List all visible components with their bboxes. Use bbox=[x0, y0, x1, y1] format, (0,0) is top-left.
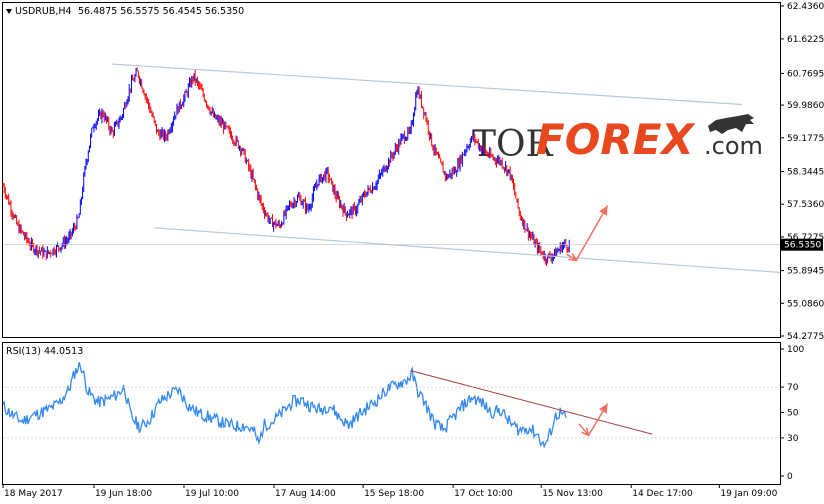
last-price-badge bbox=[781, 238, 823, 251]
price-tick-label: 58.3445 bbox=[787, 167, 824, 177]
price-tick-label: 56.7275 bbox=[787, 233, 824, 243]
chart-header: USDRUB,H4 56.4875 56.5575 56.4545 56.535… bbox=[6, 6, 244, 17]
channel-upper-line bbox=[111, 63, 743, 106]
rsi-trendline bbox=[410, 370, 653, 435]
ohlc-label: 56.4875 56.5575 56.4545 56.5350 bbox=[78, 6, 244, 17]
price-tick-label: 59.1775 bbox=[787, 134, 824, 144]
rsi-tick-label: 100 bbox=[787, 345, 804, 355]
price-series bbox=[2, 63, 781, 273]
time-tick-label: 19 Jun 18:00 bbox=[95, 489, 152, 499]
rsi-forecast-arrow-head bbox=[599, 403, 608, 414]
time-tick-label: 19 Jul 10:00 bbox=[185, 489, 239, 499]
logo-tor-text: TOR bbox=[472, 124, 554, 165]
rsi-tick-label: 30 bbox=[787, 434, 799, 444]
rsi-series bbox=[2, 361, 653, 449]
price-tick-label: 59.9860 bbox=[787, 101, 824, 111]
last-price-label: 56.5350 bbox=[784, 241, 821, 251]
rsi-axis: 100 70 50 30 0 bbox=[3, 345, 804, 482]
bull-icon bbox=[708, 114, 754, 134]
price-tick-label: 55.0860 bbox=[787, 299, 824, 309]
time-tick-label: 19 Jan 09:00 bbox=[720, 489, 777, 499]
price-tick-label: 62.4360 bbox=[787, 2, 824, 12]
price-panel-frame bbox=[2, 2, 781, 338]
symbol-label: USDRUB,H4 bbox=[15, 6, 72, 17]
logo-com-text: .com bbox=[704, 132, 763, 160]
price-tick-label: 57.5360 bbox=[787, 200, 824, 210]
time-tick-label: 17 Oct 10:00 bbox=[454, 489, 513, 499]
price-tick-label: 54.2775 bbox=[787, 332, 824, 342]
time-tick-label: 15 Sep 18:00 bbox=[364, 489, 424, 499]
rsi-line bbox=[2, 361, 567, 449]
rsi-tick-label: 70 bbox=[787, 383, 799, 393]
price-axis: 62.4360 61.6225 60.7695 59.9860 59.1775 58.34… bbox=[3, 2, 824, 342]
price-forecast-arrow-path bbox=[566, 205, 609, 262]
time-tick-label: 18 May 2017 bbox=[4, 489, 63, 499]
rsi-panel-frame bbox=[2, 342, 781, 485]
time-axis: 18 May 2017 19 Jun 18:00 19 Jul 10:00 17 Au… bbox=[2, 484, 778, 499]
channel-lower-line bbox=[154, 227, 781, 273]
price-forecast-arrow-head bbox=[599, 205, 608, 216]
rsi-tick-label: 0 bbox=[787, 472, 793, 482]
symbol-dropdown-icon[interactable] bbox=[6, 9, 12, 14]
torforex-logo: TOR FOREX .com bbox=[472, 114, 763, 165]
rsi-tick-label: 50 bbox=[787, 409, 799, 419]
time-tick-label: 17 Aug 14:00 bbox=[275, 489, 336, 499]
price-tick-label: 55.8945 bbox=[787, 267, 824, 277]
rsi-forecast-arrow-mid-head bbox=[581, 427, 590, 437]
logo-forex-text: FOREX bbox=[536, 115, 696, 164]
time-tick-label: 14 Dec 17:00 bbox=[632, 489, 693, 499]
rsi-label: RSI(13) 44.0513 bbox=[6, 346, 83, 357]
price-forecast-arrow-mid-head bbox=[568, 253, 578, 262]
time-tick-label: 15 Nov 13:00 bbox=[542, 489, 603, 499]
price-tick-label: 61.6225 bbox=[787, 35, 824, 45]
price-tick-label: 60.7695 bbox=[787, 69, 824, 79]
